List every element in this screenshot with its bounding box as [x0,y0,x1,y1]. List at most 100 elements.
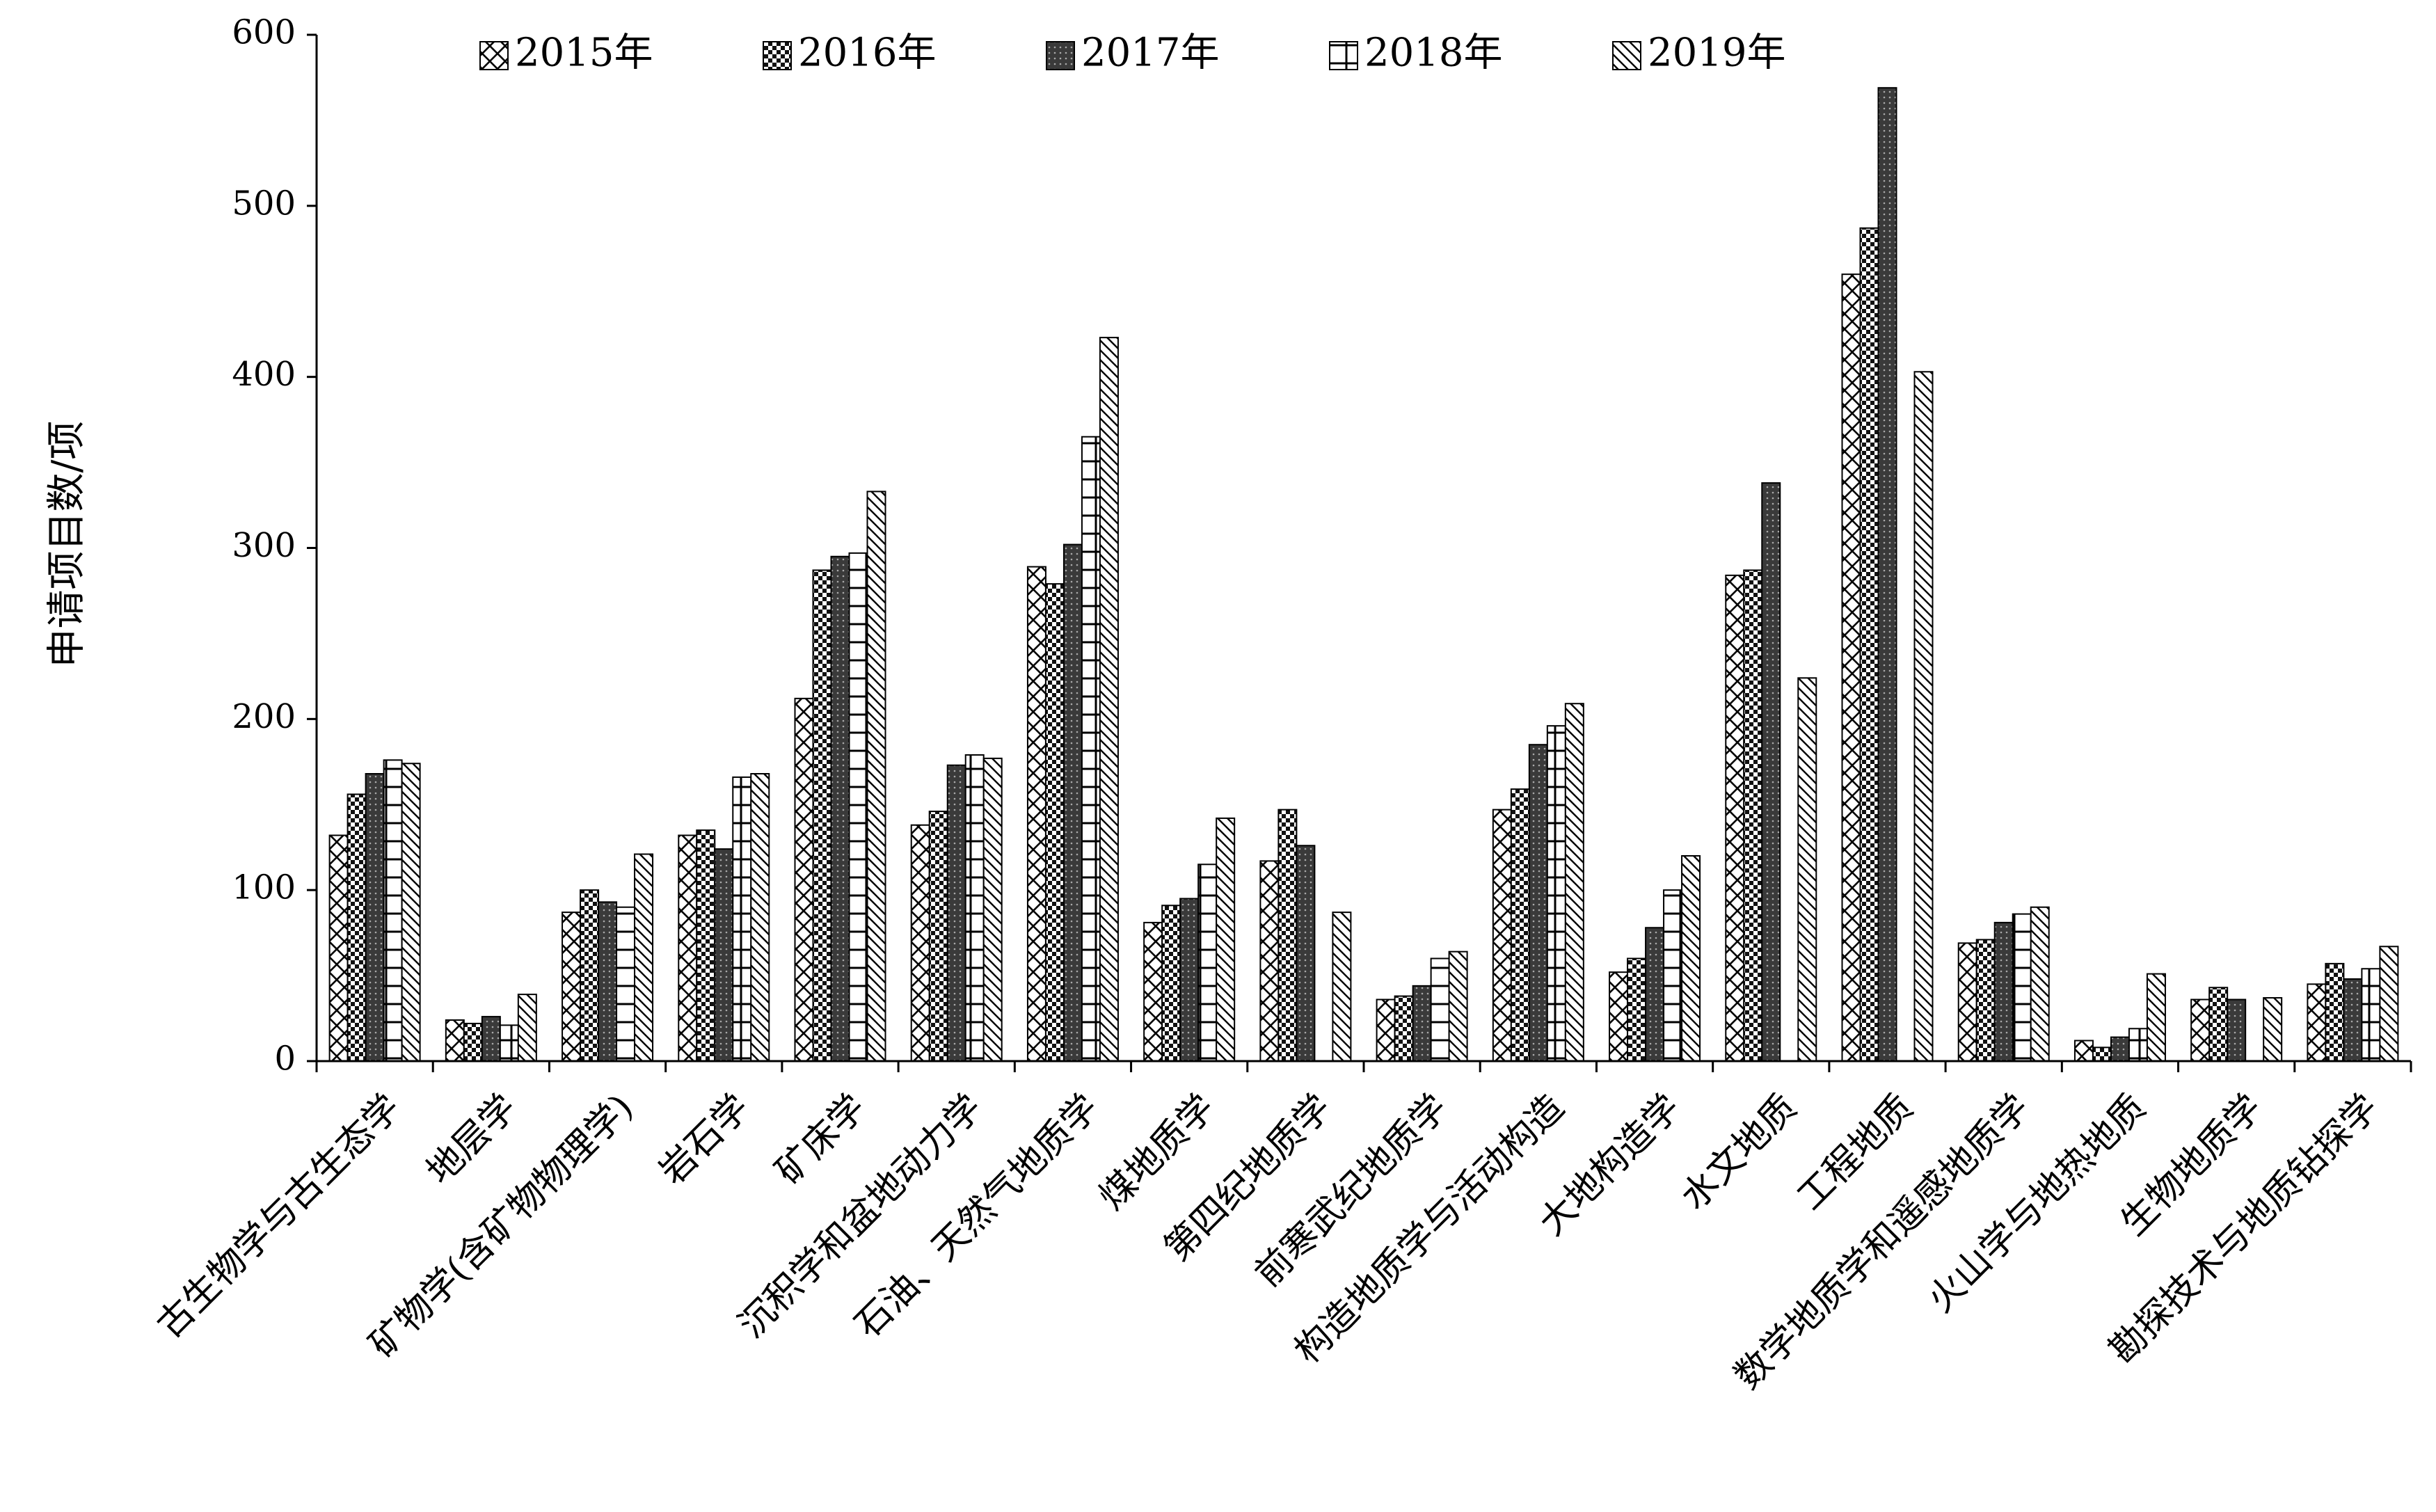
bar-2017年-数学地质学和遥感地质学 [1993,921,2014,1062]
bar-2019年-矿床学 [866,491,886,1062]
bar-2017年-地层学 [481,1016,501,1063]
bar-2015年-第四纪地质学 [1259,860,1280,1062]
legend-label: 2015年 [515,31,653,76]
bar-2016年-勘探技术与地质钻探学 [2325,962,2345,1062]
bar-2018年-沉积学和盆地动力学 [964,754,985,1063]
bar-2017年-构造地质学与活动构造 [1528,744,1548,1063]
bar-2019年-生物地质学 [2263,997,2283,1062]
bar-2017年-古生物学与古生态学 [365,773,385,1062]
category-label: 岩石学 [651,1086,758,1193]
bar-2017年-火山学与地热地质 [2110,1036,2130,1063]
legend-label: 2016年 [798,31,937,76]
y-axis-title: 申请项目数/项 [45,421,90,668]
legend-swatch [479,41,509,70]
bar-2019年-第四纪地质学 [1332,912,1352,1062]
legend-label: 2017年 [1081,31,1220,76]
bar-2015年-数学地质学和遥感地质学 [1957,942,1977,1062]
bar-2016年-石油、天然气地质学 [1044,583,1065,1062]
bar-2017年-大地构造学 [1645,927,1665,1062]
y-axis-ticks: 0 100 200 300 400 500 600 [232,13,317,1079]
legend: 2015年 2016年 2017年 2018年 2019年 [479,31,1786,76]
bar-2015年-煤地质学 [1143,921,1163,1062]
bar-2019年-沉积学和盆地动力学 [982,757,1003,1062]
bar-2019年-古生物学与古生态学 [401,763,421,1062]
bar-2016年-岩石学 [696,829,716,1062]
bar-2018年-石油、天然气地质学 [1081,436,1101,1062]
bar-2017年-生物地质学 [2227,998,2247,1062]
bar-2018年-地层学 [499,1024,519,1062]
bar-2015年-沉积学和盆地动力学 [910,824,930,1062]
bar-2017年-矿床学 [830,555,850,1062]
bar-2016年-水文地质 [1743,569,1763,1062]
legend-label: 2019年 [1648,31,1786,76]
bar-2017年-沉积学和盆地动力学 [946,764,966,1063]
legend-swatch [1612,41,1641,70]
bar-2017年-前寒武纪地质学 [1412,985,1432,1063]
y-tick-label: 400 [232,355,296,394]
bar-2017年-勘探技术与地质钻探学 [2343,978,2363,1062]
bar-2016年-火山学与地热地质 [2092,1047,2112,1063]
bar-2015年-构造地质学与活动构造 [1492,809,1512,1062]
bar-2016年-古生物学与古生态学 [347,793,367,1062]
y-tick-label: 100 [232,868,296,907]
bar-2016年-沉积学和盆地动力学 [928,811,948,1063]
category-label-group: 岩石学 [651,1086,758,1193]
y-tick-label: 500 [232,184,296,223]
y-tick-label: 200 [232,697,296,736]
bar-2015年-矿床学 [794,697,814,1062]
bar-2015年-大地构造学 [1609,971,1629,1062]
bar-2017年-岩石学 [714,848,734,1062]
bar-2015年-地层学 [445,1019,465,1062]
x-axis-ticks [315,1061,2412,1072]
bar-2018年-岩石学 [732,776,752,1062]
axes [315,35,2411,1063]
bar-2015年-火山学与地热地质 [2073,1040,2094,1062]
bar-2016年-地层学 [463,1022,483,1062]
category-label: 地层学 [419,1086,525,1193]
bar-2015年-勘探技术与地质钻探学 [2307,983,2327,1062]
bar-2018年-煤地质学 [1197,864,1218,1062]
bar-2016年-前寒武纪地质学 [1394,995,1414,1063]
bar-2019年-石油、天然气地质学 [1099,337,1119,1062]
bar-2017年-煤地质学 [1179,898,1200,1063]
bar-2016年-第四纪地质学 [1277,809,1298,1062]
legend-label: 2018年 [1364,31,1503,76]
category-label-group: 古生物学与古生态学 [149,1086,408,1346]
bar-2016年-矿物学(含矿物物理学) [580,889,600,1062]
bar-2018年-数学地质学和遥感地质学 [2012,913,2032,1063]
bar-2015年-工程地质 [1841,273,1861,1063]
bar-2019年-工程地质 [1913,371,1934,1062]
bar-2019年-数学地质学和遥感地质学 [2030,906,2050,1062]
bar-2019年-构造地质学与活动构造 [1564,703,1584,1062]
bar-2017年-第四纪地质学 [1296,845,1316,1062]
y-tick-label: 600 [232,13,296,52]
category-label: 火山学与地热地质 [1920,1086,2154,1321]
bar-2016年-构造地质学与活动构造 [1510,788,1530,1062]
bar-2019年-岩石学 [750,773,770,1062]
bar-2019年-勘探技术与地质钻探学 [2379,946,2399,1062]
bar-2018年-大地构造学 [1663,889,1683,1062]
bar-2015年-石油、天然气地质学 [1026,566,1046,1062]
category-label: 矿床学 [767,1086,874,1193]
bar-2019年-火山学与地热地质 [2146,973,2166,1062]
bar-2017年-水文地质 [1761,482,1781,1062]
bar-2015年-岩石学 [678,834,698,1062]
bar-2016年-煤地质学 [1161,905,1181,1062]
bar-2016年-工程地质 [1859,227,1879,1063]
bar-2018年-前寒武纪地质学 [1430,957,1450,1062]
bar-2019年-煤地质学 [1216,817,1236,1062]
bar-2019年-地层学 [517,994,537,1062]
bar-2019年-大地构造学 [1681,855,1701,1062]
category-label-group: 火山学与地热地质 [1920,1086,2154,1321]
category-label-group: 水文地质 [1673,1086,1806,1218]
bar-2016年-数学地质学和遥感地质学 [1975,939,1996,1063]
bar-2016年-大地构造学 [1627,957,1647,1062]
bar-2019年-前寒武纪地质学 [1448,950,1468,1062]
y-tick-label: 300 [232,526,296,565]
bar-2017年-石油、天然气地质学 [1062,543,1083,1062]
bar-2016年-矿床学 [812,569,832,1062]
bar-2015年-矿物学(含矿物物理学) [562,912,582,1062]
bar-2019年-矿物学(含矿物物理学) [634,853,654,1062]
legend-swatch [763,41,792,70]
category-label: 水文地质 [1673,1086,1806,1218]
